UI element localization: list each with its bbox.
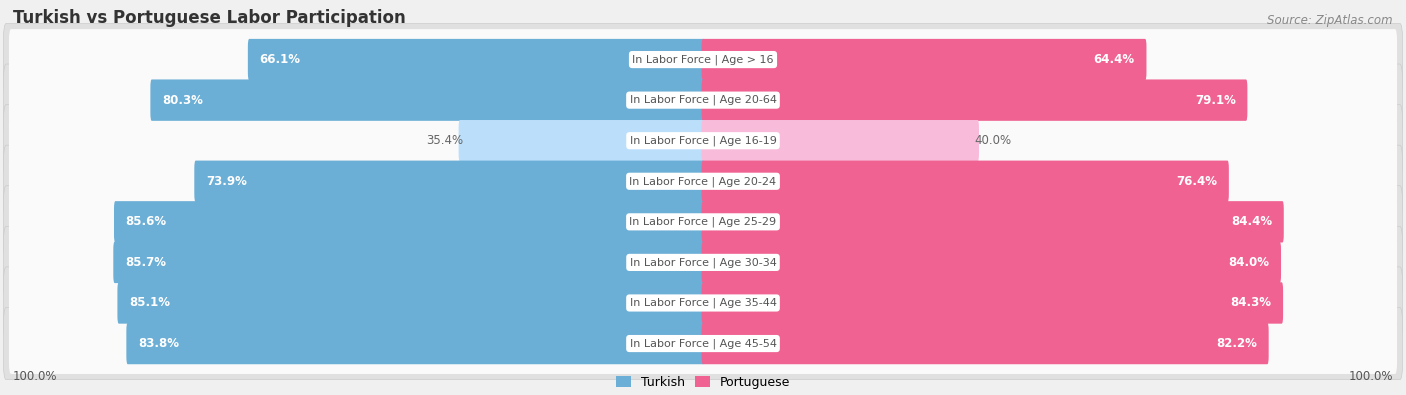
Text: In Labor Force | Age 45-54: In Labor Force | Age 45-54 xyxy=(630,338,776,349)
Text: 40.0%: 40.0% xyxy=(974,134,1011,147)
FancyBboxPatch shape xyxy=(458,120,704,162)
FancyBboxPatch shape xyxy=(702,39,1146,80)
FancyBboxPatch shape xyxy=(194,161,704,202)
Text: 76.4%: 76.4% xyxy=(1177,175,1218,188)
FancyBboxPatch shape xyxy=(127,323,704,364)
Text: 85.6%: 85.6% xyxy=(125,215,167,228)
Text: 82.2%: 82.2% xyxy=(1216,337,1257,350)
Text: In Labor Force | Age > 16: In Labor Force | Age > 16 xyxy=(633,55,773,65)
FancyBboxPatch shape xyxy=(702,79,1247,121)
FancyBboxPatch shape xyxy=(8,29,1398,90)
Text: 80.3%: 80.3% xyxy=(162,94,202,107)
FancyBboxPatch shape xyxy=(702,161,1229,202)
Text: In Labor Force | Age 30-34: In Labor Force | Age 30-34 xyxy=(630,257,776,268)
FancyBboxPatch shape xyxy=(702,201,1284,243)
Text: 84.0%: 84.0% xyxy=(1229,256,1270,269)
Text: In Labor Force | Age 20-64: In Labor Force | Age 20-64 xyxy=(630,95,776,105)
FancyBboxPatch shape xyxy=(3,186,1403,258)
FancyBboxPatch shape xyxy=(8,273,1398,333)
Text: 84.4%: 84.4% xyxy=(1232,215,1272,228)
Text: In Labor Force | Age 20-24: In Labor Force | Age 20-24 xyxy=(630,176,776,186)
Text: 85.1%: 85.1% xyxy=(129,297,170,309)
Text: 79.1%: 79.1% xyxy=(1195,94,1236,107)
Text: 83.8%: 83.8% xyxy=(138,337,179,350)
FancyBboxPatch shape xyxy=(3,64,1403,136)
Text: 100.0%: 100.0% xyxy=(1348,369,1393,382)
FancyBboxPatch shape xyxy=(3,267,1403,339)
FancyBboxPatch shape xyxy=(702,120,979,162)
FancyBboxPatch shape xyxy=(702,323,1268,364)
Text: Turkish vs Portuguese Labor Participation: Turkish vs Portuguese Labor Participatio… xyxy=(13,9,406,27)
Text: 73.9%: 73.9% xyxy=(207,175,247,188)
FancyBboxPatch shape xyxy=(8,192,1398,252)
Text: Source: ZipAtlas.com: Source: ZipAtlas.com xyxy=(1267,14,1393,27)
FancyBboxPatch shape xyxy=(8,313,1398,374)
FancyBboxPatch shape xyxy=(3,23,1403,96)
Text: In Labor Force | Age 16-19: In Labor Force | Age 16-19 xyxy=(630,135,776,146)
Text: 100.0%: 100.0% xyxy=(13,369,58,382)
FancyBboxPatch shape xyxy=(702,282,1284,324)
FancyBboxPatch shape xyxy=(247,39,704,80)
FancyBboxPatch shape xyxy=(3,145,1403,217)
FancyBboxPatch shape xyxy=(8,151,1398,212)
Text: In Labor Force | Age 35-44: In Labor Force | Age 35-44 xyxy=(630,298,776,308)
FancyBboxPatch shape xyxy=(8,232,1398,293)
FancyBboxPatch shape xyxy=(114,242,704,283)
FancyBboxPatch shape xyxy=(3,307,1403,380)
FancyBboxPatch shape xyxy=(3,105,1403,177)
FancyBboxPatch shape xyxy=(118,282,704,324)
FancyBboxPatch shape xyxy=(3,226,1403,299)
Text: 85.7%: 85.7% xyxy=(125,256,166,269)
FancyBboxPatch shape xyxy=(114,201,704,243)
FancyBboxPatch shape xyxy=(8,110,1398,171)
Text: 35.4%: 35.4% xyxy=(426,134,464,147)
FancyBboxPatch shape xyxy=(8,70,1398,131)
FancyBboxPatch shape xyxy=(702,242,1281,283)
Text: 84.3%: 84.3% xyxy=(1230,297,1271,309)
Text: In Labor Force | Age 25-29: In Labor Force | Age 25-29 xyxy=(630,216,776,227)
Legend: Turkish, Portuguese: Turkish, Portuguese xyxy=(610,371,796,394)
Text: 66.1%: 66.1% xyxy=(260,53,301,66)
Text: 64.4%: 64.4% xyxy=(1094,53,1135,66)
FancyBboxPatch shape xyxy=(150,79,704,121)
